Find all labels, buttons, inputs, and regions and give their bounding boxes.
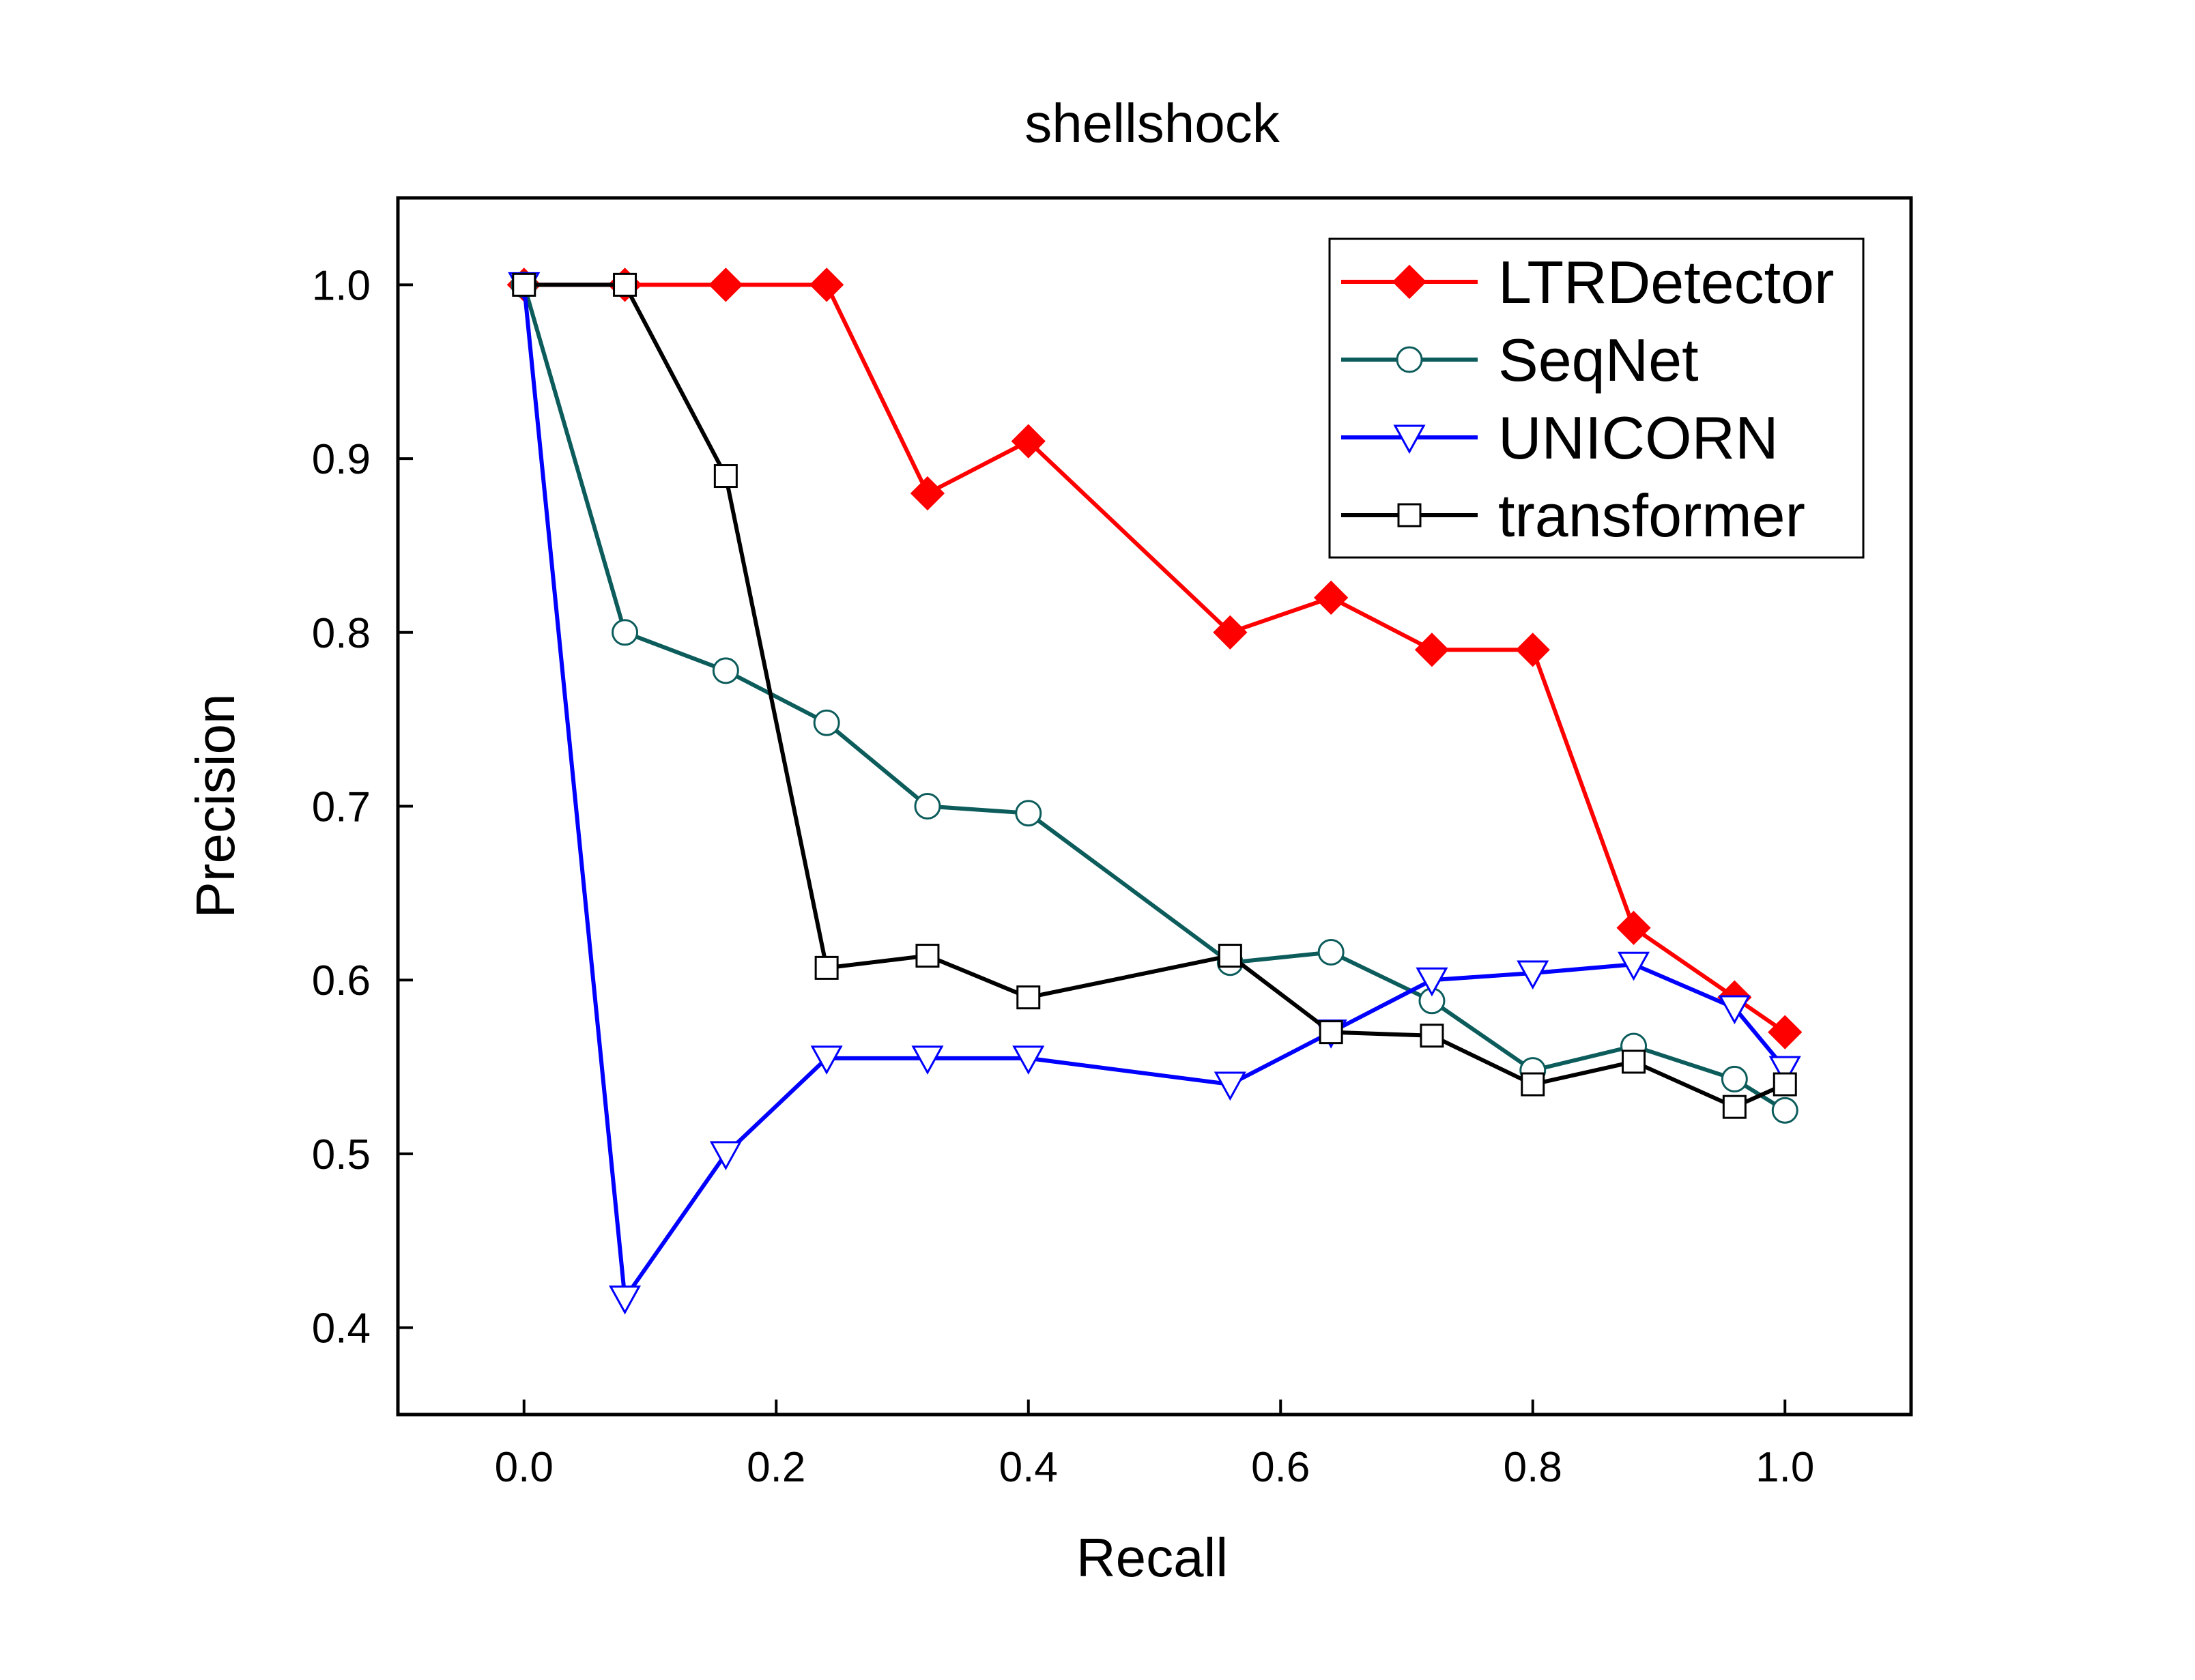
- data-point-unicorn: [1214, 1071, 1246, 1101]
- x-axis-label: Recall: [1076, 1527, 1228, 1588]
- data-point-unicorn: [609, 1285, 642, 1315]
- series-layer: [506, 267, 1803, 1315]
- data-point-transformer: [512, 272, 536, 297]
- data-point-unicorn: [1718, 995, 1751, 1025]
- legend-label-transformer: transformer: [1498, 482, 1805, 549]
- y-tick-label: 0.6: [312, 957, 371, 1004]
- data-point-ltrdetector: [708, 267, 743, 302]
- x-tick-label: 1.0: [1755, 1444, 1814, 1491]
- plot-area: 0.0 0.2 0.4 0.6 0.8 1.0 0.4 0.5 0.6 0.7 0.8 0.9 1.0: [312, 196, 1913, 1491]
- legend-marker-seqnet: [1396, 346, 1423, 373]
- y-tick-label: 0.7: [312, 784, 371, 831]
- y-tick-label: 0.4: [312, 1305, 371, 1352]
- x-tick-label: 0.0: [495, 1444, 554, 1491]
- data-point-ltrdetector: [1515, 633, 1550, 667]
- x-tick-label: 0.8: [1504, 1444, 1562, 1491]
- legend-items: LTRDetector SeqNet UNICORN transformer: [1341, 248, 1834, 549]
- data-point-transformer: [613, 272, 637, 297]
- series-transformer: [512, 272, 1797, 1119]
- data-point-ltrdetector: [1011, 424, 1046, 459]
- data-point-unicorn: [709, 1141, 742, 1171]
- x-tick-label: 0.2: [747, 1444, 805, 1491]
- data-point-transformer: [1622, 1049, 1646, 1074]
- data-point-seqnet: [612, 619, 639, 646]
- data-point-unicorn: [1618, 951, 1650, 981]
- data-point-transformer: [1016, 985, 1041, 1010]
- data-point-seqnet: [914, 793, 941, 820]
- y-tick-label: 0.9: [312, 436, 371, 483]
- data-point-transformer: [1722, 1095, 1747, 1119]
- legend-marker-ltrdetector: [1392, 264, 1427, 300]
- data-point-ltrdetector: [910, 476, 945, 511]
- data-point-unicorn: [1517, 960, 1549, 990]
- data-point-unicorn: [1012, 1045, 1045, 1075]
- legend-marker-unicorn: [1393, 424, 1426, 454]
- data-point-transformer: [713, 464, 738, 489]
- y-tick-label: 0.8: [312, 610, 371, 657]
- legend: LTRDetector SeqNet UNICORN transformer: [1328, 237, 1865, 559]
- data-point-seqnet: [712, 657, 739, 684]
- y-tick-label: 0.5: [312, 1131, 371, 1178]
- data-point-unicorn: [1416, 967, 1448, 997]
- data-point-seqnet: [1721, 1065, 1748, 1092]
- data-point-ltrdetector: [1616, 910, 1651, 945]
- data-point-transformer: [1319, 1020, 1343, 1045]
- legend-marker-transformer: [1397, 503, 1422, 527]
- data-point-unicorn: [810, 1045, 843, 1075]
- legend-label-seqnet: SeqNet: [1498, 326, 1699, 394]
- data-point-ltrdetector: [809, 267, 844, 302]
- legend-label-ltrdetector: LTRDetector: [1498, 248, 1834, 316]
- x-tick-label: 0.4: [999, 1444, 1058, 1491]
- data-point-unicorn: [1768, 1056, 1801, 1086]
- data-point-transformer: [814, 955, 839, 980]
- data-point-seqnet: [813, 709, 840, 736]
- data-point-ltrdetector: [1213, 615, 1248, 650]
- x-tick-label: 0.6: [1251, 1444, 1310, 1491]
- data-point-transformer: [1521, 1072, 1545, 1097]
- data-point-ltrdetector: [1414, 633, 1450, 667]
- data-point-seqnet: [1317, 938, 1345, 966]
- data-point-ltrdetector: [1768, 1015, 1803, 1049]
- data-point-transformer: [1773, 1072, 1797, 1097]
- y-tick-label: 1.0: [312, 262, 371, 309]
- y-axis-label: Precision: [185, 693, 246, 918]
- data-point-seqnet: [1015, 800, 1042, 827]
- chart-title: shellshock: [1024, 93, 1280, 154]
- data-point-ltrdetector: [1314, 580, 1349, 615]
- y-axis-ticks: 0.4 0.5 0.6 0.7 0.8 0.9 1.0: [312, 262, 413, 1352]
- legend-label-unicorn: UNICORN: [1498, 404, 1779, 472]
- data-point-transformer: [1218, 944, 1242, 968]
- data-point-unicorn: [911, 1045, 944, 1075]
- data-point-transformer: [915, 944, 940, 968]
- data-point-seqnet: [1771, 1097, 1798, 1124]
- x-axis-ticks: 0.0 0.2 0.4 0.6 0.8 1.0: [495, 1400, 1814, 1491]
- data-point-transformer: [1420, 1024, 1444, 1048]
